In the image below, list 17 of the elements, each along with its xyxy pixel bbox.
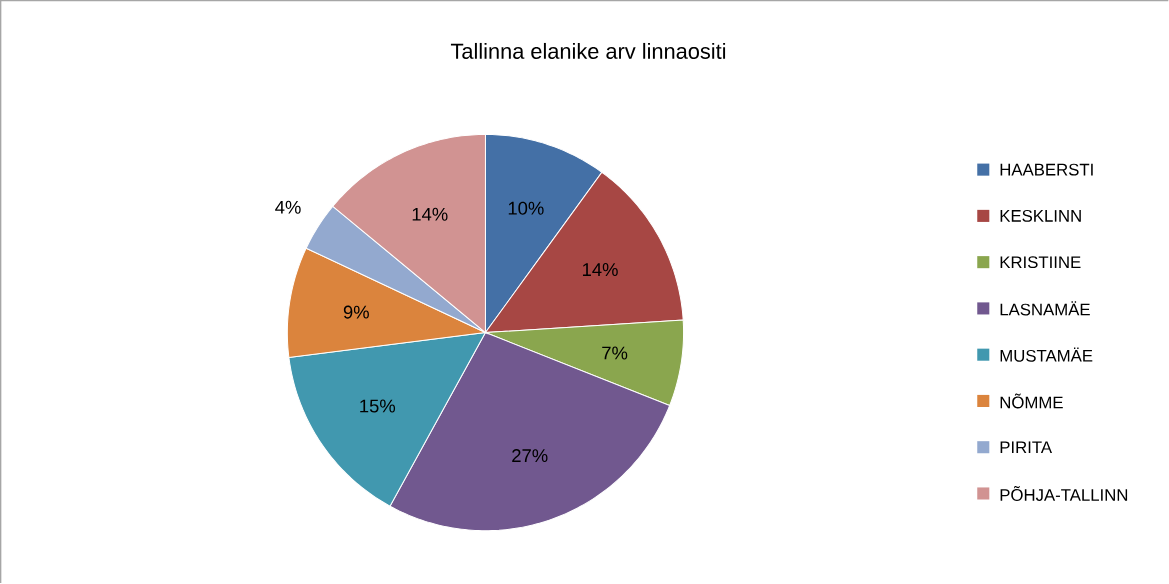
data-label: 14% (412, 207, 448, 221)
data-label: 4% (275, 201, 301, 214)
legend-label: NÕMME (1000, 393, 1063, 409)
legend-label: MUSTAMÄE (1000, 347, 1093, 362)
data-label: 9% (343, 305, 369, 319)
data-label: 10% (508, 201, 544, 215)
legend-label: LASNAMÄE (1000, 301, 1090, 316)
chart-title: Tallinna elanike arv linnaositi (450, 43, 726, 60)
data-label: 27% (512, 449, 548, 463)
legend-label: PÕHJA-TALLINN (1000, 486, 1128, 502)
data-label: 14% (582, 263, 618, 277)
data-label: 7% (602, 346, 628, 360)
legend-label: PIRITA (1000, 441, 1053, 454)
legend-label: HAABERSTI (1000, 163, 1093, 176)
legend-label: KESKLINN (1000, 210, 1081, 222)
legend-label: KRISTIINE (1000, 256, 1081, 269)
data-label: 15% (360, 399, 396, 413)
